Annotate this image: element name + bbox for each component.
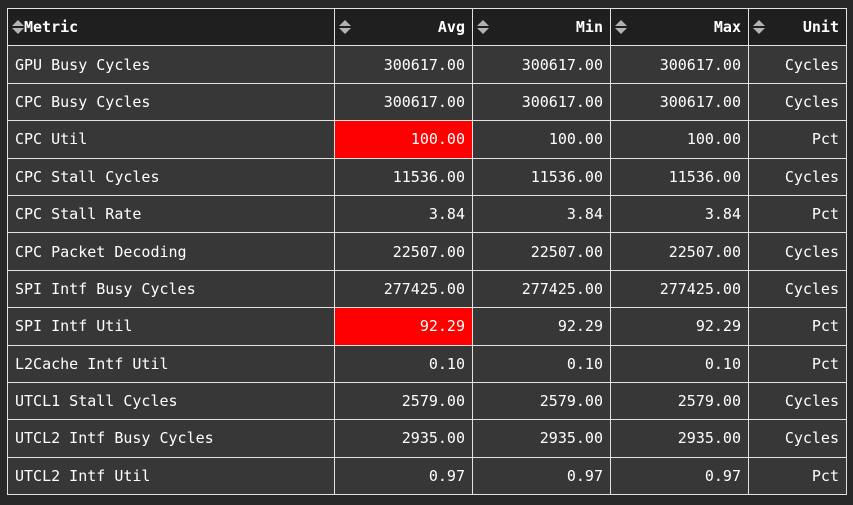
min-cell: 2579.00 <box>472 381 611 421</box>
min-cell: 92.29 <box>472 307 611 346</box>
max-cell: 0.10 <box>610 344 749 383</box>
metric-cell: UTCL2 Intf Busy Cycles <box>7 419 335 458</box>
column-header-label: Max <box>713 18 741 37</box>
column-header-label: Metric <box>24 18 79 37</box>
unit-cell: Cycles <box>748 232 847 271</box>
metric-cell: SPI Intf Util <box>7 307 335 346</box>
min-cell: 3.84 <box>472 194 611 234</box>
header-row: Metric Avg Min Max <box>7 7 847 47</box>
avg-cell: 0.97 <box>334 456 473 496</box>
unit-cell: Pct <box>748 344 847 383</box>
table-body: GPU Busy Cycles 300617.00 300617.00 3006… <box>7 45 847 496</box>
table-row: CPC Stall Rate 3.84 3.84 3.84 Pct <box>7 194 847 234</box>
unit-cell: Pct <box>748 194 847 234</box>
sort-icon[interactable] <box>12 20 24 35</box>
column-header-label: Avg <box>437 18 465 37</box>
unit-cell: Cycles <box>748 82 847 122</box>
max-cell: 2579.00 <box>610 381 749 421</box>
metric-cell: UTCL2 Intf Util <box>7 456 335 496</box>
column-header-avg[interactable]: Avg <box>334 7 473 47</box>
max-cell: 92.29 <box>610 307 749 346</box>
avg-cell: 2579.00 <box>334 381 473 421</box>
table-row: SPI Intf Util 92.29 92.29 92.29 Pct <box>7 307 847 346</box>
max-cell: 11536.00 <box>610 157 749 196</box>
min-cell: 300617.00 <box>472 82 611 122</box>
metrics-table: Metric Avg Min Max <box>7 7 847 496</box>
metric-cell: UTCL1 Stall Cycles <box>7 381 335 421</box>
avg-cell: 300617.00 <box>334 82 473 122</box>
table-row: SPI Intf Busy Cycles 277425.00 277425.00… <box>7 269 847 309</box>
max-cell: 300617.00 <box>610 82 749 122</box>
metric-cell: GPU Busy Cycles <box>7 45 335 84</box>
table-header: Metric Avg Min Max <box>7 7 847 47</box>
unit-cell: Cycles <box>748 157 847 196</box>
table-row: CPC Packet Decoding 22507.00 22507.00 22… <box>7 232 847 271</box>
min-cell: 0.10 <box>472 344 611 383</box>
max-cell: 22507.00 <box>610 232 749 271</box>
min-cell: 277425.00 <box>472 269 611 309</box>
metric-cell: CPC Stall Cycles <box>7 157 335 196</box>
table-row: UTCL1 Stall Cycles 2579.00 2579.00 2579.… <box>7 381 847 421</box>
sort-icon[interactable] <box>615 20 627 35</box>
table-row: CPC Stall Cycles 11536.00 11536.00 11536… <box>7 157 847 196</box>
min-cell: 11536.00 <box>472 157 611 196</box>
min-cell: 22507.00 <box>472 232 611 271</box>
sort-icon[interactable] <box>477 20 489 35</box>
metric-cell: CPC Util <box>7 120 335 159</box>
max-cell: 277425.00 <box>610 269 749 309</box>
max-cell: 100.00 <box>610 120 749 159</box>
max-cell: 2935.00 <box>610 419 749 458</box>
avg-cell: 11536.00 <box>334 157 473 196</box>
unit-cell: Pct <box>748 120 847 159</box>
avg-cell: 100.00 <box>334 120 473 159</box>
avg-cell: 92.29 <box>334 307 473 346</box>
avg-cell: 3.84 <box>334 194 473 234</box>
unit-cell: Cycles <box>748 45 847 84</box>
avg-cell: 300617.00 <box>334 45 473 84</box>
sort-icon[interactable] <box>339 20 351 35</box>
sort-icon[interactable] <box>753 20 765 35</box>
column-header-metric[interactable]: Metric <box>7 7 335 47</box>
table-row: UTCL2 Intf Util 0.97 0.97 0.97 Pct <box>7 456 847 496</box>
metric-cell: CPC Packet Decoding <box>7 232 335 271</box>
max-cell: 300617.00 <box>610 45 749 84</box>
max-cell: 0.97 <box>610 456 749 496</box>
avg-cell: 277425.00 <box>334 269 473 309</box>
avg-cell: 2935.00 <box>334 419 473 458</box>
metric-cell: CPC Stall Rate <box>7 194 335 234</box>
column-header-min[interactable]: Min <box>472 7 611 47</box>
table-row: GPU Busy Cycles 300617.00 300617.00 3006… <box>7 45 847 84</box>
metric-cell: L2Cache Intf Util <box>7 344 335 383</box>
avg-cell: 22507.00 <box>334 232 473 271</box>
unit-cell: Cycles <box>748 419 847 458</box>
unit-cell: Cycles <box>748 269 847 309</box>
unit-cell: Pct <box>748 456 847 496</box>
column-header-label: Unit <box>802 18 839 37</box>
table-row: UTCL2 Intf Busy Cycles 2935.00 2935.00 2… <box>7 419 847 458</box>
unit-cell: Pct <box>748 307 847 346</box>
column-header-label: Min <box>575 18 603 37</box>
min-cell: 300617.00 <box>472 45 611 84</box>
column-header-max[interactable]: Max <box>610 7 749 47</box>
table-row: L2Cache Intf Util 0.10 0.10 0.10 Pct <box>7 344 847 383</box>
max-cell: 3.84 <box>610 194 749 234</box>
column-header-unit[interactable]: Unit <box>748 7 847 47</box>
metric-cell: SPI Intf Busy Cycles <box>7 269 335 309</box>
min-cell: 100.00 <box>472 120 611 159</box>
unit-cell: Cycles <box>748 381 847 421</box>
table-row: CPC Util 100.00 100.00 100.00 Pct <box>7 120 847 159</box>
avg-cell: 0.10 <box>334 344 473 383</box>
min-cell: 0.97 <box>472 456 611 496</box>
metric-cell: CPC Busy Cycles <box>7 82 335 122</box>
table-row: CPC Busy Cycles 300617.00 300617.00 3006… <box>7 82 847 122</box>
min-cell: 2935.00 <box>472 419 611 458</box>
